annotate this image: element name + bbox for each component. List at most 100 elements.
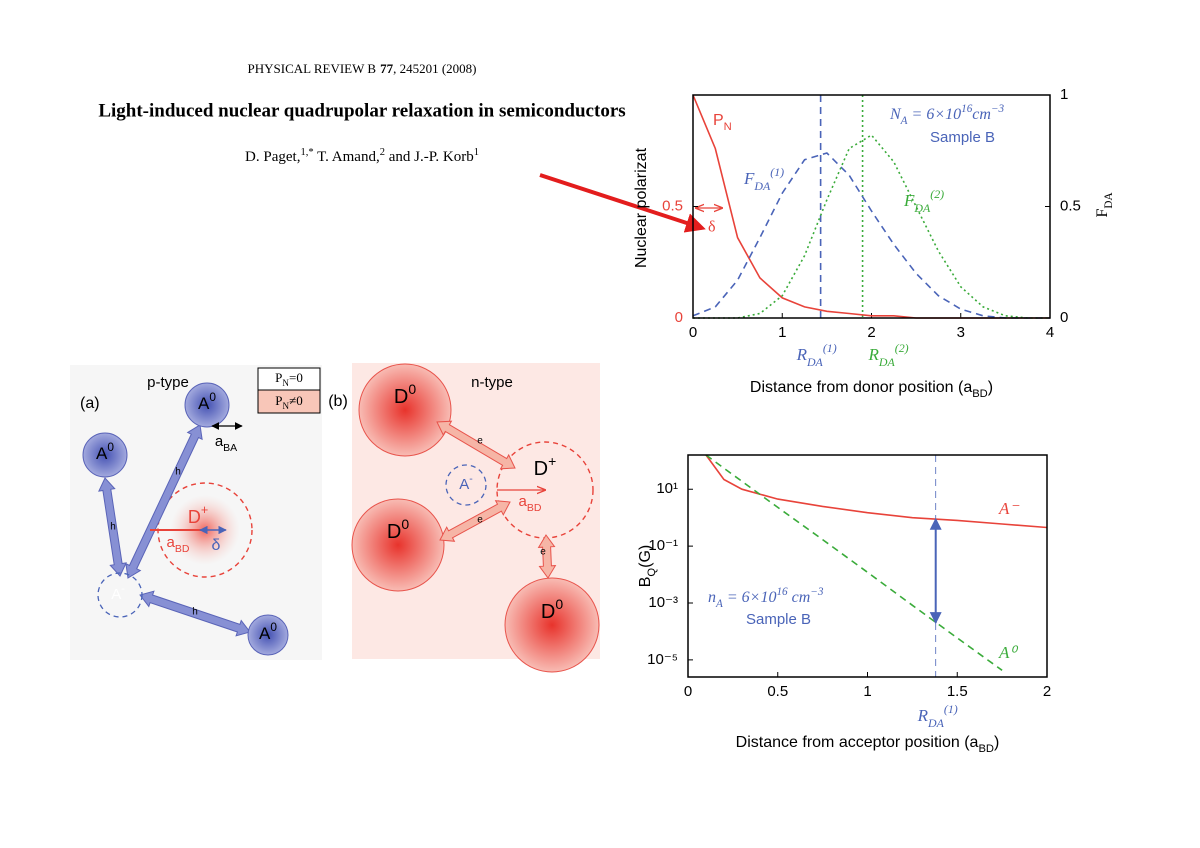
a-bd-label-part: BD — [175, 543, 190, 555]
authors-part: 2 — [380, 147, 385, 158]
y-axis-label-part: Q — [646, 568, 658, 577]
authors-part: and J.-P. Korb — [385, 149, 474, 165]
carrier-label: h — [110, 522, 116, 533]
annotation: δ — [708, 219, 716, 236]
reference-label: RDA(1) — [917, 702, 958, 730]
x-tick-label: 2 — [1043, 683, 1051, 700]
y2-axis-label: FDA — [1094, 192, 1115, 217]
carrier-arrow — [98, 477, 127, 577]
plot-frame — [692, 94, 1051, 319]
carrier-label: e — [540, 547, 546, 558]
y-tick-label: 0.5 — [1060, 197, 1081, 214]
acceptor-label: A- — [459, 473, 473, 493]
x-tick-label: 0 — [684, 683, 692, 700]
series-line — [692, 94, 1050, 319]
donor-label-part: + — [548, 453, 556, 469]
ionized-acceptor — [445, 464, 487, 506]
donor-label: D0 — [541, 596, 563, 624]
donor-label-part: + — [201, 503, 208, 517]
x-tick-label: 0.5 — [767, 683, 788, 700]
donor-label-part: D — [394, 386, 408, 408]
authors-part: 1 — [474, 147, 479, 158]
legend-label: PN=0 — [275, 370, 303, 388]
donor-label-part: D — [387, 521, 401, 543]
carrier-arrow — [537, 534, 557, 579]
series-label: FDA(2) — [903, 187, 944, 215]
reference-label-part: DA — [806, 355, 824, 369]
plot-frame — [687, 454, 1048, 678]
panel-label: (b) — [328, 393, 348, 410]
y2-axis-label-part: F — [1094, 209, 1111, 218]
series-label-part: DA — [913, 201, 931, 215]
volume: 77 — [380, 61, 394, 76]
donor-label-part: D — [534, 458, 548, 480]
series-line — [705, 454, 1003, 671]
acceptor-label-part: 0 — [107, 440, 114, 454]
x-tick-label: 0 — [689, 324, 697, 341]
x-axis-label-part: ) — [988, 379, 993, 396]
annotation: nA = 6×1016 cm−3 — [708, 586, 824, 610]
series-label-part: DA — [753, 179, 771, 193]
carrier-arrow — [439, 500, 511, 542]
x-tick-label: 1.5 — [947, 683, 968, 700]
acceptor-label: A- — [111, 583, 125, 603]
acceptor-label-part: - — [121, 583, 125, 595]
series-label-part: F — [743, 169, 755, 188]
neutral-donor — [351, 498, 445, 592]
annotation-part: −3 — [991, 103, 1005, 115]
annotation: Sample B — [930, 129, 995, 146]
y2-axis-label-part: DA — [1103, 192, 1115, 208]
donor-label: D0 — [394, 381, 416, 409]
series-label-part: P — [713, 112, 724, 129]
x-tick-label: 1 — [778, 324, 786, 341]
y-tick-label: 10⁻³ — [648, 594, 678, 611]
donor-label-part: D — [188, 507, 201, 527]
donor-label: D+ — [188, 503, 208, 526]
neutral-acceptor — [82, 432, 128, 478]
pointer-arrow — [539, 173, 706, 233]
a-bd-label: aBD — [519, 493, 542, 514]
authors-part: 1,* — [300, 147, 313, 158]
acceptor-label-part: - — [469, 473, 473, 485]
y-axis-label-part: (G) — [637, 545, 654, 568]
acceptor-label-part: A — [459, 476, 469, 493]
a-bd-label-part: a — [167, 534, 176, 551]
annotation-part: N — [889, 106, 902, 123]
acceptor-label: A0 — [259, 620, 277, 643]
acceptor-label-part: A — [111, 586, 121, 603]
donor-label-part: 0 — [408, 381, 416, 397]
acceptor-label-part: 0 — [209, 390, 216, 404]
series-label-part: N — [724, 121, 732, 133]
doping-label: n-type — [471, 374, 513, 391]
y-axis-label: Nuclear polarizat — [633, 147, 650, 268]
authors-part: T. Amand, — [314, 149, 380, 165]
x-axis-label: Distance from acceptor position (aBD) — [736, 734, 1000, 755]
neutral-donor — [504, 577, 600, 673]
acceptor-label-part: A — [96, 444, 108, 463]
y-axis-label-part: B — [637, 577, 654, 588]
annotation-part: cm — [788, 589, 811, 606]
acceptor-label: A0 — [198, 390, 216, 413]
annotation-part: cm — [972, 106, 991, 123]
x-axis-label-part: BD — [972, 388, 988, 400]
series-label-part: (1) — [770, 165, 784, 179]
y-tick-label: 0 — [675, 309, 683, 326]
reference-label-part: R — [917, 706, 929, 725]
x-tick-label: 3 — [957, 324, 965, 341]
authors-part: D. Paget, — [245, 149, 300, 165]
annotation-part: 16 — [776, 586, 788, 598]
carrier-label: h — [192, 607, 198, 618]
reference-label-part: R — [868, 345, 880, 364]
x-axis-label: Distance from donor position (aBD) — [750, 379, 993, 400]
paper-title: Light-induced nuclear quadrupolar relaxa… — [98, 100, 625, 121]
x-tick-label: 4 — [1046, 324, 1054, 341]
series-label-part: F — [903, 191, 915, 210]
legend-label-part: ≠0 — [289, 393, 303, 408]
reference-label-part: (2) — [895, 341, 909, 355]
donor-label-part: D — [541, 601, 555, 623]
legend-label-part: P — [275, 393, 282, 408]
reference-label-part: DA — [927, 716, 945, 730]
annotation: Sample B — [746, 611, 811, 628]
y-tick-label: 0 — [1060, 309, 1068, 326]
